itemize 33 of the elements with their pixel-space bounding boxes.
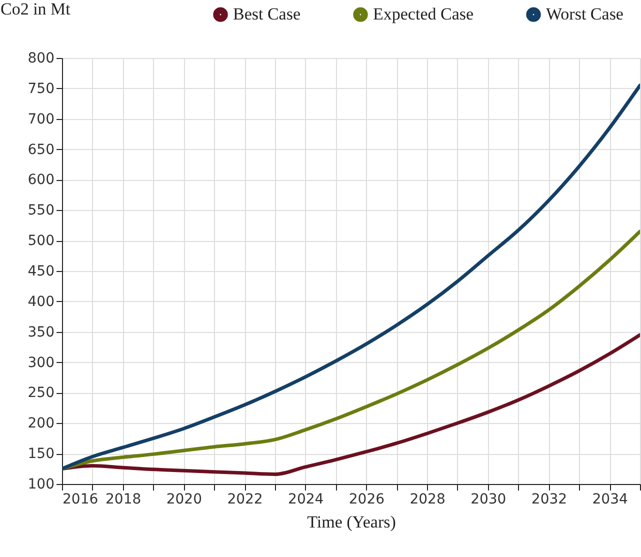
x-tick-label: 2018 xyxy=(106,492,142,508)
x-tick-label: 2028 xyxy=(410,492,446,508)
y-tick-label: 450 xyxy=(28,264,54,280)
y-tick-label: 650 xyxy=(28,142,54,158)
x-tick-label: 2022 xyxy=(227,492,263,508)
y-tick-label: 200 xyxy=(28,416,54,432)
legend-label: Best Case xyxy=(233,4,301,24)
x-tick-label: 2024 xyxy=(288,492,324,508)
y-tick-label: 800 xyxy=(28,50,54,66)
y-tick-label: 250 xyxy=(28,385,54,402)
y-tick-label: 100 xyxy=(28,476,54,492)
y-tick-label: 500 xyxy=(28,233,54,250)
x-tick-label: 2016 xyxy=(62,492,98,508)
x-tick-label: 2030 xyxy=(470,492,506,508)
y-tick-label: 700 xyxy=(28,111,54,128)
x-axis-title: Time (Years) xyxy=(307,512,396,532)
legend-label: Expected Case xyxy=(373,4,474,24)
y-tick-label: 750 xyxy=(28,80,54,97)
y-tick-label: 150 xyxy=(28,446,54,462)
y-tick-label: 600 xyxy=(28,172,54,188)
x-tick-label: 2032 xyxy=(531,492,568,508)
y-tick-label: 400 xyxy=(28,294,54,310)
legend-label: Worst Case xyxy=(546,4,624,24)
y-tick-label: 300 xyxy=(28,354,54,371)
line-series xyxy=(62,230,640,471)
x-tick-label: 2034 xyxy=(592,492,628,508)
y-axis-title: Co2 in Mt xyxy=(0,0,71,18)
y-tick-label: 350 xyxy=(28,324,54,340)
x-tick-label: 2020 xyxy=(166,492,202,508)
y-tick-label: 550 xyxy=(28,202,54,219)
line-series xyxy=(62,333,640,476)
line-series xyxy=(62,84,640,471)
x-tick-label: 2026 xyxy=(348,492,385,508)
